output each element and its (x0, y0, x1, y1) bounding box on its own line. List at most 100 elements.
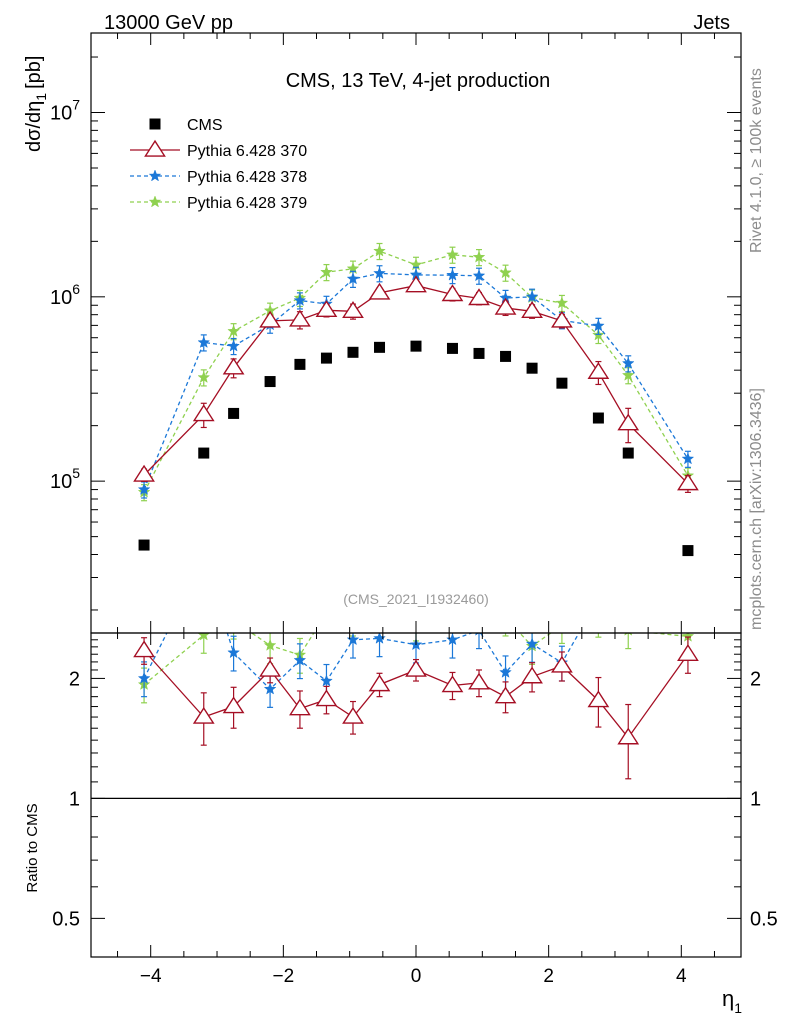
series-2-ratio-marker (623, 599, 635, 610)
series-1-ratio-marker (222, 696, 245, 714)
series-1-marker (315, 300, 338, 318)
series-2-marker (293, 293, 307, 306)
rivet-label: Rivet 4.1.0, ≥ 100k events (748, 68, 765, 253)
series-2-ratio-marker (293, 653, 307, 666)
series-3-ratio-error-bar (625, 633, 632, 650)
plot-frames: −4 −2 0 2 4 105 106 107 0.5 0.5 1 1 2 2 (50, 32, 778, 987)
series-2-marker (446, 268, 459, 281)
series-1-ratio-marker (441, 675, 464, 693)
cms-data-point (500, 350, 512, 362)
series-2-ratio-marker (373, 633, 386, 644)
series-1-marker (192, 404, 215, 422)
y-axis-label-main: dσ/dη1 [pb] (23, 56, 49, 152)
series-1-marker (677, 473, 699, 491)
series-3-ratio-error-bar (230, 633, 237, 640)
series-2-marker (197, 335, 211, 348)
series-2-marker (227, 339, 240, 352)
x-axis-label: η1 (722, 986, 742, 1016)
series-1-marker (521, 301, 543, 319)
series-1-marker (617, 413, 640, 431)
legend-item-0: CMS (149, 117, 223, 134)
series-1-marker (468, 288, 490, 306)
series-2-ratio-marker (198, 553, 210, 564)
series-3-ratio-error-bar (558, 633, 565, 645)
legend-item-2: Pythia 6.428 378 (130, 169, 307, 186)
cms-data-point (198, 447, 210, 459)
series-2-ratio-error-bar (595, 583, 601, 618)
y-axis-label-ratio: Ratio to CMS (24, 803, 41, 892)
y-tick-label-ratio-right: 2 (750, 668, 761, 690)
series-1-marker (259, 310, 281, 328)
main-panel (133, 242, 699, 557)
series-1-ratio-marker (494, 686, 517, 704)
series-2-ratio-marker (263, 682, 277, 695)
series-2-ratio-marker (499, 665, 512, 678)
y-tick-label-ratio: 0.5 (52, 908, 80, 930)
series-3-marker (621, 368, 635, 381)
series-3-ratio-error-bar (595, 633, 602, 638)
series-1-ratio-marker (521, 666, 543, 684)
series-2-marker (137, 482, 151, 495)
legend-marker-triangle (144, 139, 166, 157)
series-1-ratio-marker (677, 643, 699, 661)
y-label-main-unit: [pb] (23, 56, 45, 89)
series-2-marker (681, 452, 695, 465)
series-2-ratio-marker (320, 674, 333, 687)
cms-data-point (138, 539, 150, 551)
series-1-ratio-marker (259, 659, 281, 677)
series-2-marker (373, 266, 386, 279)
series-2-ratio-marker (446, 633, 459, 646)
series-3-ratio-error-bar (502, 633, 509, 637)
series-1-marker (133, 464, 155, 482)
cms-data-point (446, 342, 458, 354)
series-3-ratio-marker (556, 619, 567, 630)
series-1-marker (587, 361, 610, 379)
cms-data-point (374, 341, 386, 353)
series-3-marker (499, 266, 512, 279)
y-tick-label-ratio-right: 0.5 (750, 908, 778, 930)
y-tick-label-main: 105 (50, 465, 80, 493)
cms-data-point (264, 376, 276, 388)
x-tick-label: −4 (140, 966, 162, 987)
series-3-ratio-marker (228, 615, 239, 626)
series-1-ratio-marker (342, 706, 364, 724)
series-3-marker (472, 250, 486, 263)
series-2-marker (525, 290, 539, 303)
header-left: 13000 GeV pp (104, 12, 233, 34)
x-label-text: η (722, 986, 734, 1011)
cms-data-point (622, 447, 634, 459)
series-3-ratio-marker (347, 612, 358, 623)
cms-data-point (526, 362, 538, 374)
cms-data-point (294, 358, 306, 370)
series-3-marker (197, 370, 211, 383)
legend-label: Pythia 6.428 378 (187, 169, 307, 186)
legend-marker-cms (149, 118, 161, 130)
series-2-ratio-marker (137, 671, 151, 684)
y-tick-label-ratio: 1 (69, 788, 80, 810)
series-1-ratio-marker (192, 706, 215, 724)
series-3-marker (373, 244, 386, 257)
series-3-ratio-marker (263, 638, 277, 651)
series-1-marker (441, 284, 464, 302)
cms-data-point (410, 340, 422, 352)
series-2-ratio-error-bar (201, 543, 207, 578)
x-tick-label: −2 (273, 966, 295, 987)
series-3-ratio-error-bar (323, 596, 329, 631)
chart-title: CMS, 13 TeV, 4-jet production (286, 70, 551, 92)
series-3-ratio-marker (500, 612, 511, 623)
cms-data-point (556, 377, 568, 389)
series-2-ratio-error-bar (625, 588, 631, 623)
y-tick-label-main: 106 (50, 281, 80, 309)
series-2-marker (346, 272, 360, 285)
x-tick-label: 0 (411, 966, 422, 987)
legend-label: CMS (187, 117, 223, 134)
series-1-line (143, 284, 689, 485)
series-1-ratio-marker (617, 727, 640, 745)
series-1-marker (368, 282, 391, 300)
series-2-ratio-marker (346, 633, 360, 646)
series-2-marker (592, 319, 605, 332)
series-1-ratio-marker (551, 655, 573, 673)
series-1-ratio-marker (133, 640, 155, 658)
series-2-ratio-marker (682, 594, 693, 605)
cms-data-point (347, 346, 359, 358)
